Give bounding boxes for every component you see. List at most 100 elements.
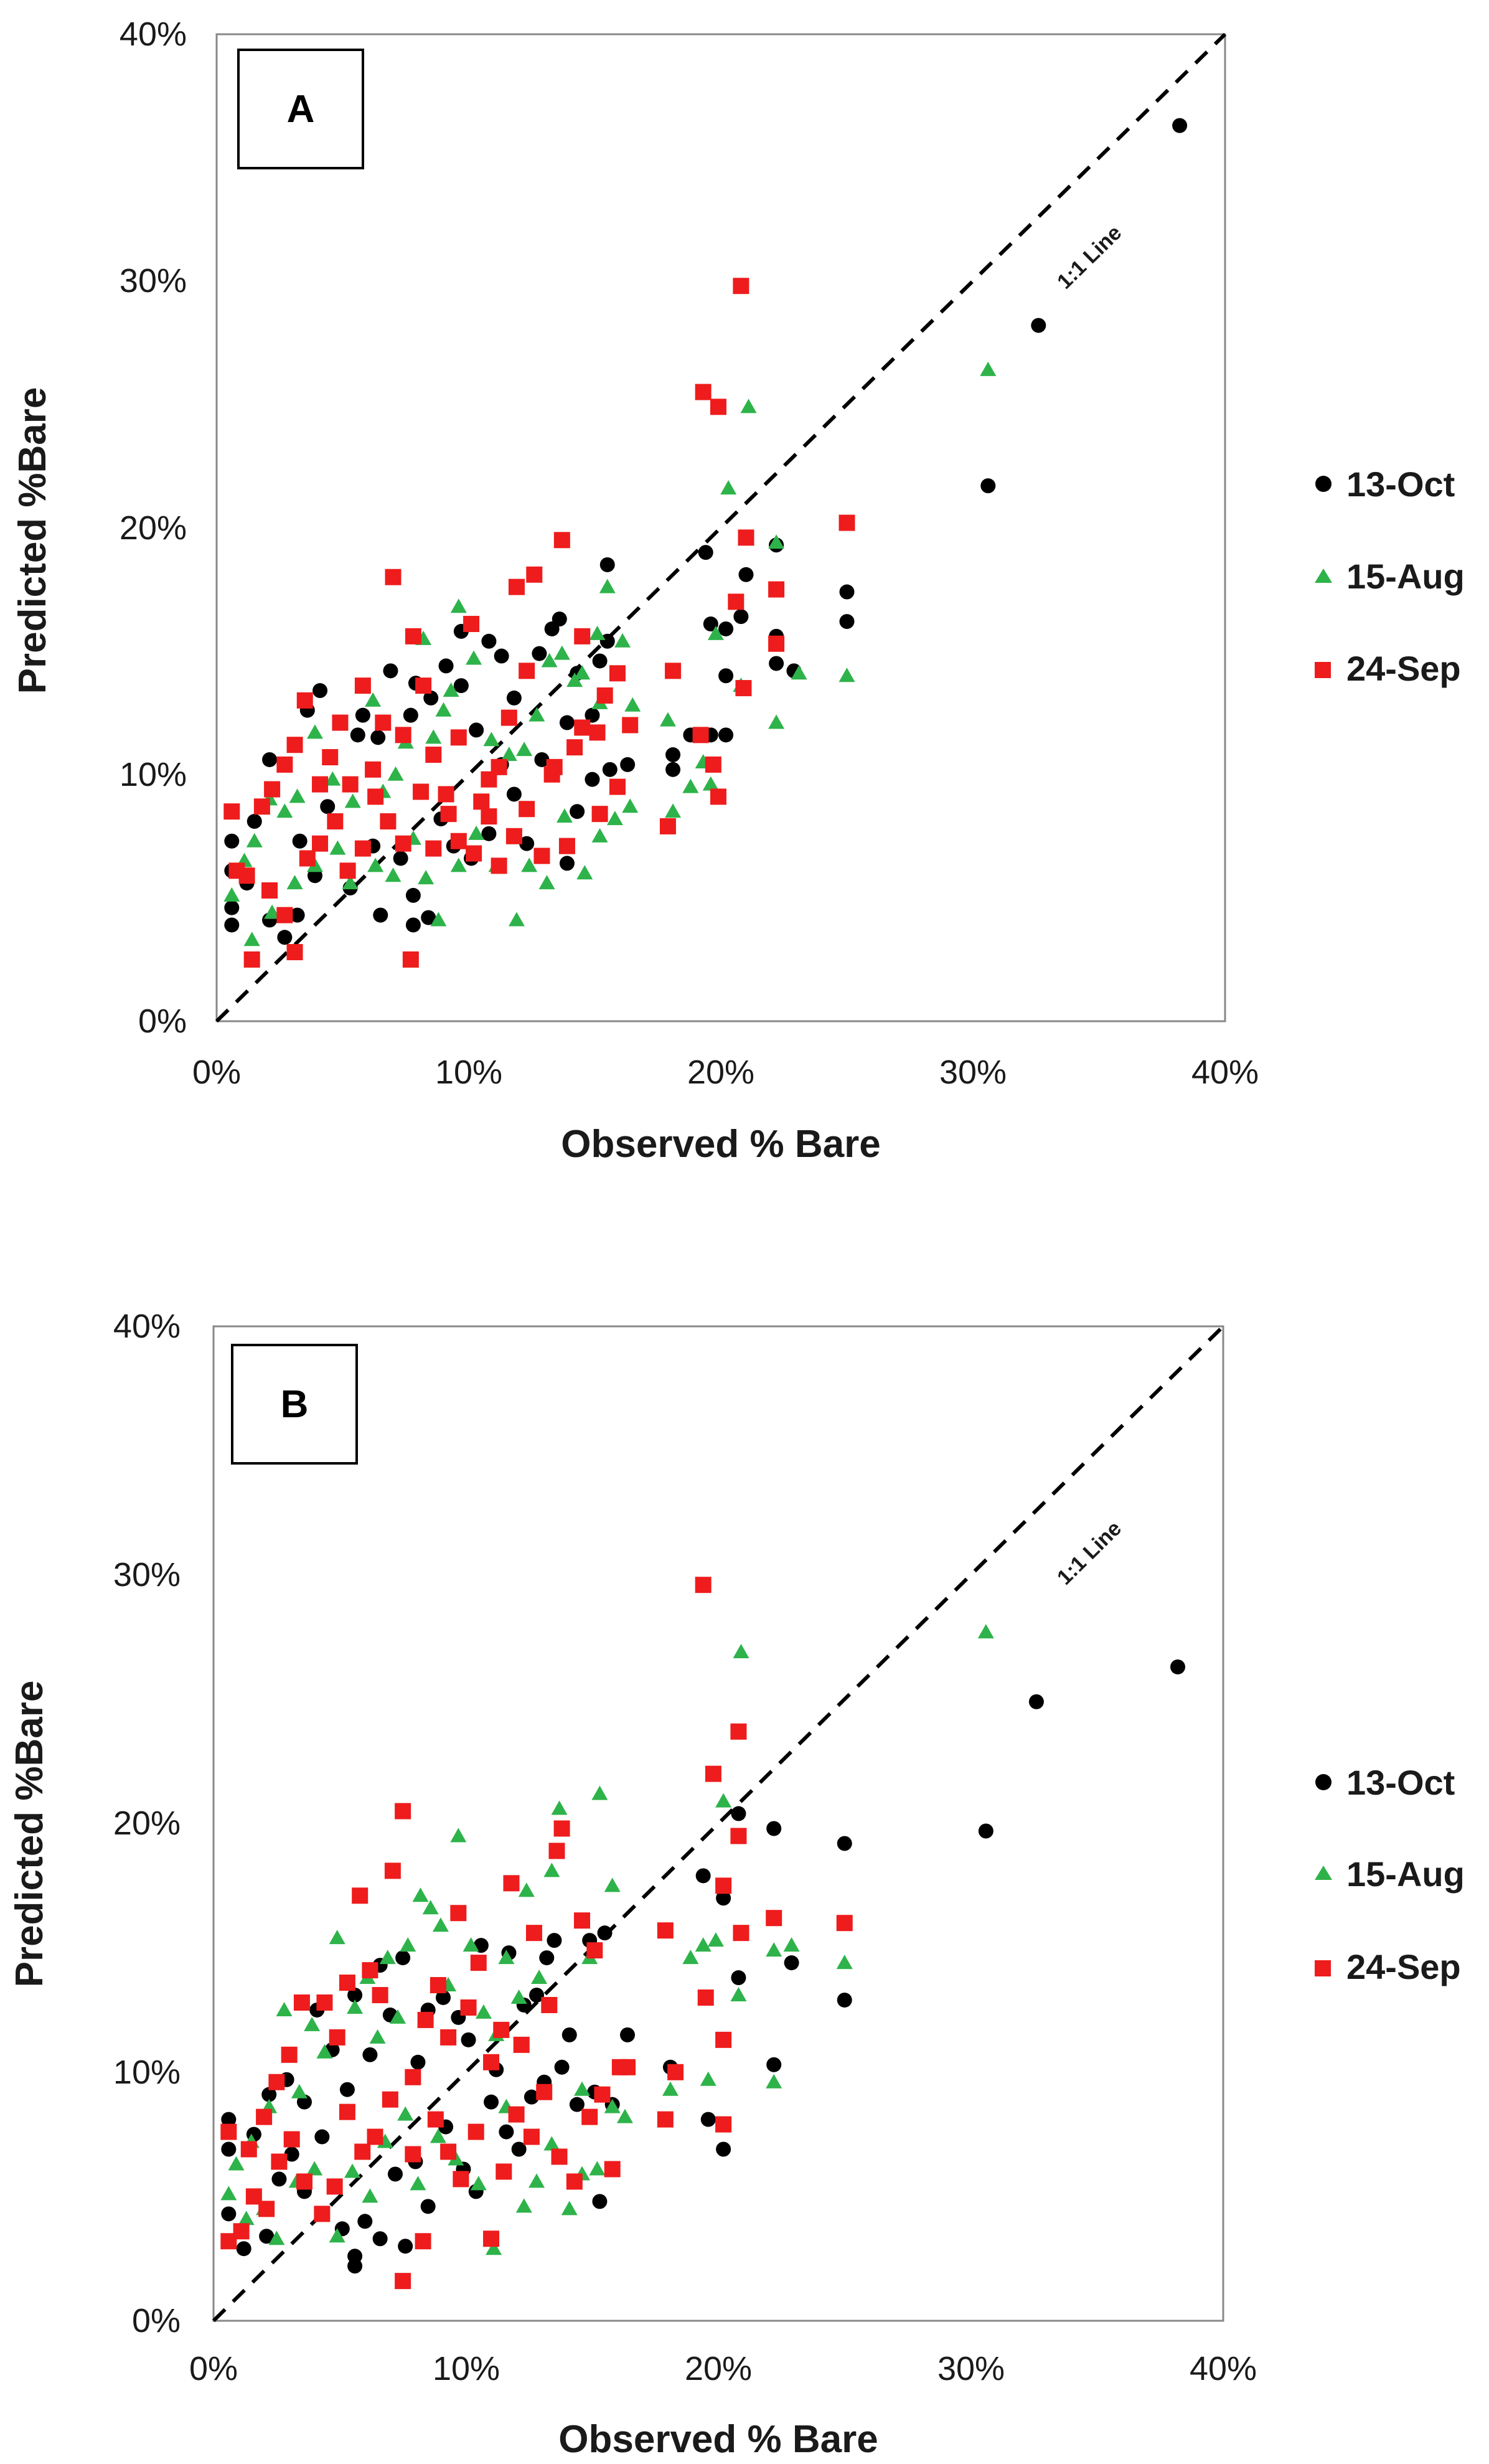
- point-15-aug: [329, 2228, 345, 2243]
- x-tick-label: 0%: [189, 2350, 238, 2387]
- point-24-sep: [293, 1994, 310, 2011]
- point-24-sep: [553, 532, 570, 549]
- point-15-aug: [276, 803, 293, 818]
- point-13-oct: [1031, 318, 1046, 333]
- point-13-oct: [733, 609, 749, 625]
- point-15-aug: [291, 2084, 308, 2098]
- point-15-aug: [379, 1950, 396, 1965]
- point-24-sep: [594, 2086, 611, 2103]
- point-24-sep: [519, 663, 535, 679]
- point-15-aug: [508, 912, 525, 927]
- point-13-oct: [362, 2047, 378, 2062]
- point-24-sep: [339, 2103, 355, 2120]
- point-13-oct: [481, 633, 497, 649]
- point-15-aug: [528, 707, 545, 722]
- point-24-sep: [481, 808, 497, 825]
- point-24-sep: [467, 2123, 484, 2140]
- y-tick-label: 40%: [113, 1308, 181, 1345]
- point-24-sep: [413, 783, 430, 800]
- point-15-aug: [316, 2044, 333, 2059]
- point-24-sep: [430, 1977, 446, 1994]
- point-15-aug: [387, 766, 404, 781]
- point-15-aug: [397, 2106, 414, 2121]
- point-24-sep: [586, 1942, 603, 1959]
- point-24-sep: [415, 677, 432, 694]
- point-13-oct: [731, 1806, 746, 1821]
- point-24-sep: [496, 2163, 512, 2180]
- point-13-oct: [221, 2112, 237, 2127]
- point-24-sep: [354, 677, 371, 694]
- x-tick-label: 30%: [939, 1054, 1007, 1091]
- point-24-sep: [382, 2091, 398, 2108]
- point-24-sep: [500, 709, 517, 726]
- point-13-oct: [599, 557, 615, 572]
- point-24-sep: [551, 2148, 568, 2165]
- point-24-sep: [440, 806, 457, 823]
- point-13-oct: [839, 614, 855, 630]
- x-tick-label: 40%: [1190, 2350, 1257, 2387]
- point-15-aug: [538, 875, 555, 890]
- point-24-sep: [596, 687, 613, 704]
- point-15-aug: [715, 1793, 732, 1808]
- point-24-sep: [425, 747, 442, 763]
- point-13-oct: [421, 910, 436, 925]
- point-24-sep: [463, 616, 480, 633]
- point-24-sep: [665, 663, 682, 679]
- point-24-sep: [276, 907, 293, 923]
- point-24-sep: [710, 788, 726, 805]
- point-24-sep: [365, 761, 382, 778]
- point-15-aug: [553, 645, 570, 660]
- point-24-sep: [256, 2108, 273, 2125]
- point-13-oct: [420, 2199, 436, 2214]
- point-15-aug: [412, 1887, 429, 1902]
- point-24-sep: [312, 776, 329, 793]
- point-13-oct: [529, 1987, 545, 2003]
- point-15-aug: [574, 665, 591, 680]
- point-24-sep: [450, 729, 467, 746]
- y-tick-label: 10%: [113, 2054, 181, 2091]
- legend: 13-Oct 15-Aug 24-Sep: [1315, 1763, 1465, 1986]
- point-15-aug: [541, 653, 558, 668]
- point-13-oct: [347, 2249, 363, 2264]
- point-24-sep: [314, 2206, 331, 2222]
- point-24-sep: [362, 1962, 378, 1979]
- point-24-sep: [548, 1843, 565, 1859]
- point-13-oct: [592, 2194, 608, 2209]
- point-24-sep: [281, 2046, 298, 2063]
- point-24-sep: [380, 813, 397, 830]
- point-13-oct: [320, 799, 336, 814]
- point-24-sep: [657, 2111, 674, 2128]
- point-13-oct: [718, 727, 734, 743]
- point-15-aug: [276, 2001, 293, 2016]
- point-13-oct: [559, 715, 575, 730]
- point-24-sep: [299, 850, 316, 867]
- point-15-aug: [220, 2186, 237, 2201]
- point-24-sep: [367, 788, 384, 805]
- point-24-sep: [223, 803, 240, 820]
- point-24-sep: [705, 1765, 721, 1782]
- point-15-aug: [450, 1828, 467, 1843]
- point-13-oct: [403, 707, 418, 723]
- point-15-aug: [430, 912, 447, 927]
- point-15-aug: [733, 1644, 749, 1659]
- point-15-aug: [682, 1950, 699, 1965]
- point-13-oct: [1172, 118, 1188, 133]
- point-24-sep: [375, 714, 392, 731]
- point-24-sep: [352, 1887, 369, 1904]
- legend-marker-13-oct: [1315, 1774, 1332, 1790]
- point-24-sep: [395, 2273, 411, 2290]
- point-15-aug: [606, 811, 623, 826]
- point-24-sep: [258, 2201, 275, 2217]
- point-15-aug: [730, 1986, 747, 2001]
- point-15-aug: [599, 578, 616, 593]
- point-15-aug: [289, 788, 306, 803]
- point-13-oct: [731, 1970, 746, 1986]
- point-15-aug: [362, 2188, 378, 2203]
- point-15-aug: [430, 2128, 446, 2143]
- panel-label-box: A: [237, 49, 364, 169]
- point-24-sep: [367, 2128, 383, 2145]
- point-15-aug: [700, 2071, 716, 2086]
- legend-marker-24-sep: [1315, 662, 1331, 678]
- point-24-sep: [604, 2161, 621, 2178]
